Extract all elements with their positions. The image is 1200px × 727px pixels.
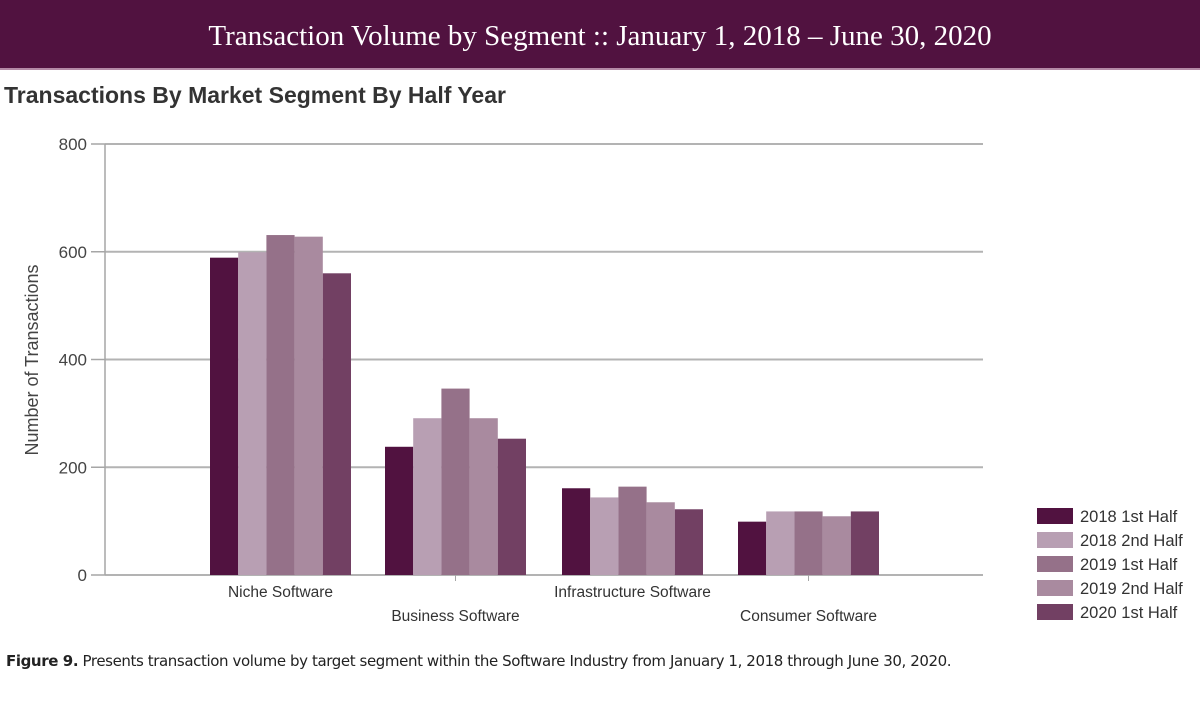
bar (590, 497, 619, 575)
legend-label: 2018 2nd Half (1080, 532, 1183, 550)
bar (850, 511, 879, 575)
header-banner: Transaction Volume by Segment :: January… (0, 0, 1200, 70)
bar (413, 418, 442, 575)
legend-swatch (1037, 556, 1073, 572)
bar-chart: 0 200 400 600 800 Number of Transactions Niche… (22, 135, 1183, 625)
legend-swatch (1037, 604, 1073, 620)
x-tick-label: Consumer Software (740, 608, 877, 625)
y-tick-label: 800 (59, 135, 87, 154)
legend-label: 2019 2nd Half (1080, 580, 1183, 598)
figure-label: Figure 9. (6, 652, 79, 670)
bar (646, 502, 675, 575)
legend-label: 2019 1st Half (1080, 556, 1178, 574)
legend-swatch (1037, 580, 1073, 596)
bar (766, 511, 795, 575)
bar (562, 488, 591, 575)
bar (210, 257, 239, 575)
legend-label: 2020 1st Half (1080, 604, 1178, 622)
bar (385, 446, 414, 575)
x-tick-label: Niche Software (228, 584, 333, 601)
bar (497, 438, 526, 575)
y-tick-label: 600 (59, 243, 87, 262)
bar (822, 516, 851, 575)
y-axis-label: Number of Transactions (22, 264, 42, 455)
y-tick-label: 200 (59, 458, 87, 477)
bar (266, 235, 295, 575)
legend: 2018 1st Half 2018 2nd Half 2019 1st Half 2… (1037, 508, 1183, 622)
bar (294, 236, 323, 576)
banner-title: Transaction Volume by Segment :: January… (208, 20, 992, 52)
bar (618, 486, 647, 575)
bar (674, 509, 703, 575)
figure-caption: Figure 9. Presents transaction volume by… (6, 652, 952, 670)
bar (794, 511, 823, 575)
y-tick-label: 0 (78, 566, 87, 585)
x-tick-label: Infrastructure Software (554, 584, 711, 601)
labels: 0 200 400 600 800 Number of Transactions Niche… (22, 135, 877, 625)
bar (322, 273, 351, 575)
legend-swatch (1037, 532, 1073, 548)
bar (441, 388, 470, 575)
caption-text: Presents transaction volume by target se… (78, 652, 952, 670)
legend-label: 2018 1st Half (1080, 508, 1178, 526)
bar (738, 521, 767, 575)
legend-swatch (1037, 508, 1073, 524)
bar (469, 418, 498, 575)
bar (238, 252, 267, 575)
y-tick-label: 400 (59, 351, 87, 370)
bars (210, 235, 879, 576)
x-tick-label: Business Software (391, 608, 519, 625)
chart-title: Transactions By Market Segment By Half Y… (4, 82, 506, 108)
axes (91, 143, 809, 581)
